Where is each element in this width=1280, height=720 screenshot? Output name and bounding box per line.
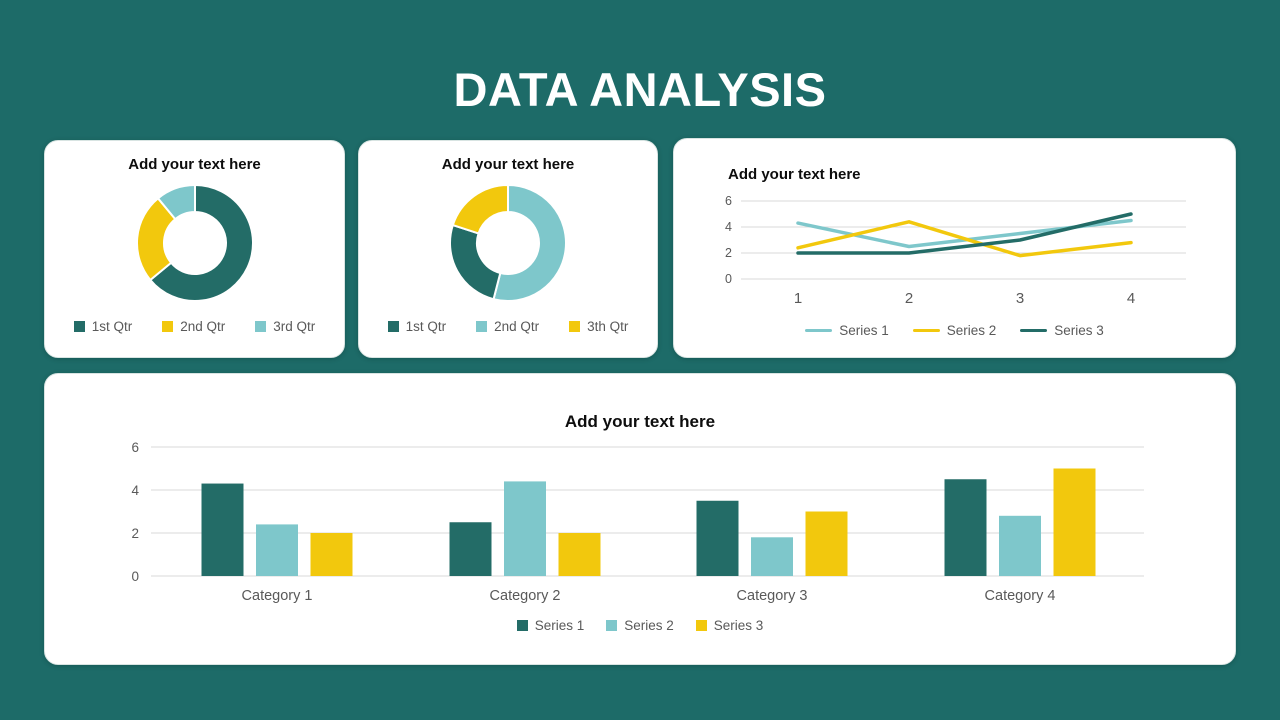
chart-legend: 1st Qtr 2nd Qtr 3rd Qtr (45, 319, 344, 334)
legend-swatch-square (606, 620, 618, 631)
legend-label: 3rd Qtr (273, 319, 316, 334)
legend-item: 3th Qtr (569, 319, 628, 334)
axis-tick-label: 4 (131, 483, 139, 498)
chart-title: Add your text here (728, 166, 861, 183)
legend-swatch-square (516, 620, 528, 631)
bar (999, 515, 1041, 576)
axis-tick-label: Category 1 (242, 588, 313, 604)
legend-item: Series 3 (1020, 323, 1104, 338)
donut-slice (148, 183, 254, 302)
axis-tick-label: 6 (131, 440, 139, 455)
legend-item: Series 2 (606, 618, 674, 633)
donut-chart-card-1: Add your text here 1st Qtr 2nd Qtr 3rd Qtr (44, 140, 345, 358)
axis-tick-label: 1 (794, 290, 802, 307)
bar (310, 533, 353, 576)
legend-swatch-square (569, 321, 581, 332)
line-series (796, 212, 1133, 255)
legend-label: 3th Qtr (587, 319, 629, 334)
legend-label: 2nd Qtr (180, 319, 226, 334)
bar (504, 481, 546, 576)
donut-chart-2 (449, 183, 567, 302)
axis-tick-label: 2 (131, 526, 139, 541)
axis-tick-label: 2 (725, 246, 732, 260)
legend-item: Series 2 (912, 323, 997, 338)
chart-title: Add your text here (564, 412, 716, 431)
legend-item: Series 3 (695, 618, 764, 633)
legend-swatch-line (912, 328, 940, 333)
legend-label: 1st Qtr (405, 319, 447, 334)
legend-swatch-square (162, 321, 174, 332)
bar (751, 537, 793, 576)
axis-tick-label: Category 4 (985, 588, 1056, 604)
axis-tick-label: 6 (725, 194, 732, 208)
line-chart: 6 4 2 0 1 2 3 4 (725, 194, 1186, 307)
axis-tick-label: 0 (725, 272, 732, 286)
legend-label: 1st Qtr (91, 319, 133, 334)
axis-tick-label: 0 (131, 569, 139, 584)
legend-swatch-line (805, 328, 833, 333)
legend-item: 1st Qtr (387, 319, 447, 334)
chart-title: Add your text here (128, 156, 261, 173)
legend-label: Series 2 (946, 323, 997, 338)
legend-label: Series 3 (713, 618, 764, 633)
legend-swatch-square (255, 321, 267, 332)
line-series (796, 220, 1133, 258)
donut-slice (156, 183, 196, 221)
donut-slice (451, 183, 509, 235)
legend-item: 3rd Qtr (255, 319, 315, 334)
bar (944, 479, 987, 576)
bar (696, 500, 739, 576)
legend-swatch-line (1020, 328, 1048, 333)
legend-label: Series 2 (624, 618, 674, 633)
bar-chart: 6 4 2 0 Category 1 Category 2 Category 3 Catego… (131, 440, 1144, 604)
bar-chart-card: Add your text here 6 4 2 0 Category 1 Categor… (44, 373, 1236, 665)
chart-legend: Series 1 Series 2 Series 3 (45, 618, 1235, 633)
legend-swatch-square (73, 321, 85, 332)
legend-label: Series 1 (839, 323, 889, 338)
chart-title: Add your text here (441, 156, 575, 173)
axis-tick-label: Category 2 (490, 588, 561, 604)
legend-label: Series 1 (534, 618, 585, 633)
legend-item: Series 1 (516, 618, 585, 633)
bar (805, 511, 848, 576)
axis-tick-label: 4 (725, 220, 732, 234)
chart-legend: 1st Qtr 2nd Qtr 3th Qtr (359, 319, 657, 334)
axis-tick-label: 2 (905, 290, 913, 307)
axis-tick-label: 4 (1127, 290, 1135, 307)
bar (449, 522, 492, 576)
legend-swatch-square (476, 321, 488, 332)
legend-item: 2nd Qtr (476, 319, 539, 334)
bar (558, 533, 601, 576)
legend-item: 1st Qtr (73, 319, 133, 334)
legend-swatch-square (387, 321, 399, 332)
axis-tick-label: Category 3 (737, 588, 808, 604)
legend-item: Series 1 (805, 323, 889, 338)
legend-swatch-square (695, 620, 707, 631)
donut-slice (449, 223, 502, 301)
bar (201, 483, 244, 576)
chart-legend: Series 1 Series 2 Series 3 (674, 323, 1235, 338)
legend-label: 2nd Qtr (494, 319, 540, 334)
legend-label: Series 3 (1054, 323, 1104, 338)
axis-tick-label: 3 (1016, 290, 1024, 307)
legend-item: 2nd Qtr (162, 319, 225, 334)
bar (256, 524, 298, 576)
donut-chart-1 (136, 183, 254, 302)
bar (1053, 468, 1096, 576)
donut-chart-card-2: Add your text here 1st Qtr 2nd Qtr 3th Qtr (358, 140, 658, 358)
slide-title: DATA ANALYSIS (453, 63, 827, 116)
donut-slice (492, 183, 567, 302)
